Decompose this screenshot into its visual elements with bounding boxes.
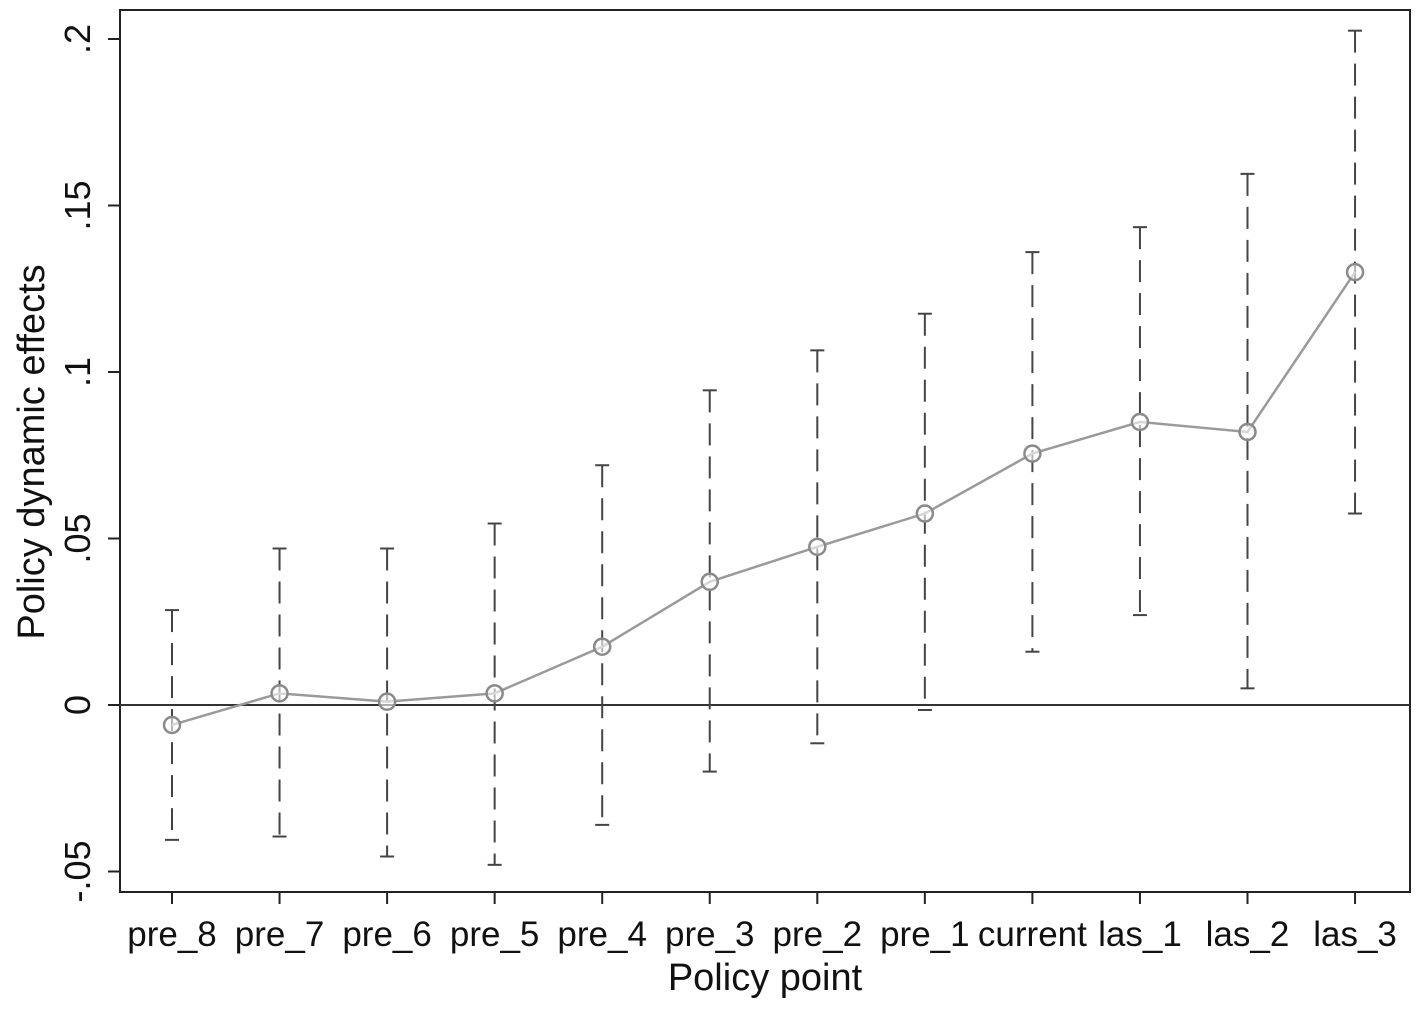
confidence-intervals xyxy=(165,29,1363,866)
x-tick-label: pre_4 xyxy=(557,915,647,954)
x-tick-label: current xyxy=(978,915,1087,954)
data-point-marker xyxy=(1130,412,1150,432)
data-point-marker xyxy=(377,692,397,711)
y-tick-label: .2 xyxy=(57,24,98,54)
x-tick-label: las_2 xyxy=(1206,915,1290,954)
y-tick-label: .05 xyxy=(57,513,98,563)
x-tick-label: pre_5 xyxy=(450,915,540,954)
series-line xyxy=(171,271,1357,727)
x-tick-label: pre_6 xyxy=(342,915,432,954)
x-tick-label: pre_7 xyxy=(235,915,325,954)
x-axis-label: Policy point xyxy=(668,957,863,999)
data-point-marker xyxy=(1345,262,1365,282)
x-tick-label: pre_1 xyxy=(880,915,970,954)
data-point-marker xyxy=(1238,422,1257,442)
series-markers xyxy=(162,262,1365,735)
y-tick-label: .15 xyxy=(57,180,98,230)
y-tick-label: .1 xyxy=(57,357,98,387)
data-point-marker xyxy=(270,684,289,703)
data-point-marker xyxy=(915,504,935,523)
plot-frame xyxy=(119,9,1411,893)
data-point-marker xyxy=(700,572,719,592)
data-point-marker xyxy=(1023,444,1042,463)
y-axis-label: Policy dynamic effects xyxy=(11,264,53,639)
data-point-marker xyxy=(592,637,612,656)
x-tick-label: pre_3 xyxy=(665,915,755,954)
x-tick-label: las_1 xyxy=(1098,915,1182,954)
data-point-marker xyxy=(162,715,182,735)
x-tick-label: pre_2 xyxy=(773,915,863,954)
data-point-marker xyxy=(485,684,504,703)
y-tick-label: 0 xyxy=(57,695,98,715)
x-axis: pre_8 pre_7 pre_6 pre_5 pre_4 pre_3 pre_2 pre_1… xyxy=(127,892,1397,954)
x-tick-label: las_3 xyxy=(1313,915,1397,954)
y-tick-label: -.05 xyxy=(57,840,98,902)
x-tick-label: pre_8 xyxy=(127,915,217,954)
data-point-marker xyxy=(808,537,827,557)
y-axis: -.05 0 .05 .1 .15 .2 xyxy=(57,24,120,903)
